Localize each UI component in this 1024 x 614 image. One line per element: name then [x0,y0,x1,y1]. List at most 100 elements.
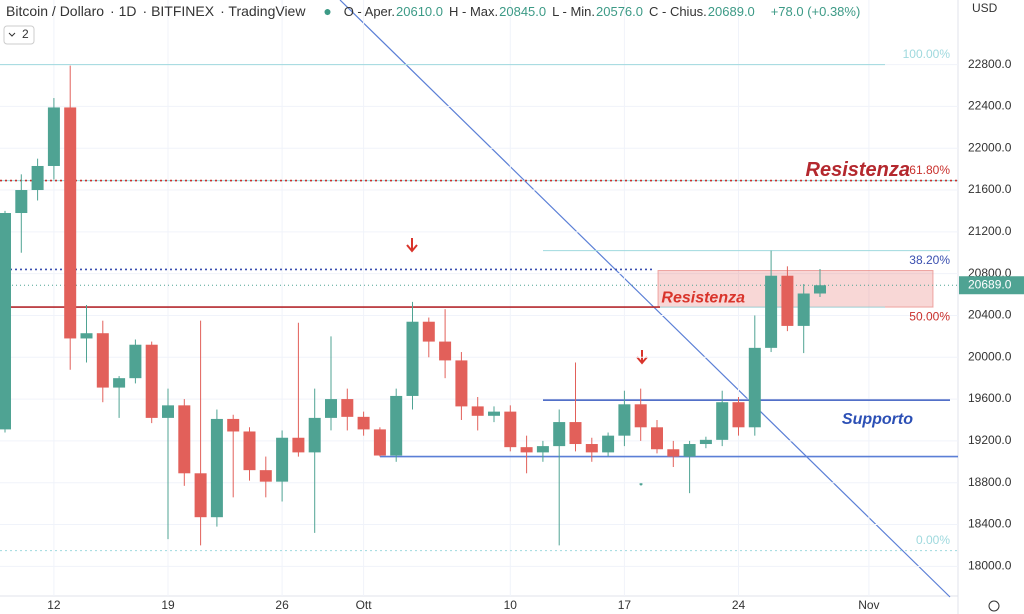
y-tick-label: 18800.0 [968,475,1012,489]
candle-body [194,473,207,518]
candle-body [276,437,289,482]
candle-body [80,333,93,339]
candle-body [439,341,452,361]
candle-body [227,418,240,432]
candle-body [31,165,44,191]
change: +78.0 (+0.38%) [770,4,861,19]
candle-body [373,429,386,456]
candle-body [325,399,337,418]
candle-body [308,417,321,453]
trend-line [339,0,951,598]
candle-body [602,435,615,453]
y-tick-label: 18000.0 [968,558,1012,572]
candle-body [357,416,370,430]
source: TradingView [228,3,306,19]
y-tick-label: 21200.0 [968,224,1012,238]
candle-body [618,404,631,436]
candle-body [765,275,778,348]
candle-body [422,321,435,342]
ohlc-value: 20689.0 [707,4,755,19]
fib-label: 100.00% [903,47,951,61]
ohlc-key: L - Min. [552,4,595,19]
candle-body [178,405,191,474]
arrow [636,350,648,365]
y-tick-label: 22000.0 [968,140,1012,154]
candle-body [651,427,663,450]
ohlc-key: H - Max. [449,4,499,19]
status-dot: ● [323,3,332,19]
y-tick-label: 20000.0 [968,349,1012,363]
candle-body [145,344,158,418]
ohlc-value: 20576.0 [596,4,643,19]
candle-body [569,422,582,445]
candle-body [259,470,272,482]
price-tag [959,276,1024,295]
candle-body [667,449,680,457]
badge: 2 [22,27,29,41]
candle-body [113,378,126,388]
candle-body [488,411,500,416]
candle-body [634,404,647,428]
y-tick-label: 18400.0 [968,517,1012,531]
chevron [8,32,16,37]
candle-body [243,431,256,471]
candle-body [129,344,142,379]
price-tag-label: 20689.0 [968,277,1012,291]
candle-body [716,402,729,440]
x-tick-label: 10 [504,598,518,612]
currency: USD [972,1,998,15]
price-axis [958,0,1024,614]
ohlc-key: C - Chius. [649,4,707,19]
exchange: BITFINEX [151,3,215,19]
candle-body [64,107,77,339]
candle-body [504,411,517,448]
candle-body [781,275,794,326]
candle-body [536,446,549,453]
interval: 1D [118,3,137,19]
y-tick-label: 21600.0 [968,182,1012,196]
candle-body [15,190,28,214]
candle-body [699,439,712,445]
candle-body [471,406,484,416]
legend-toggle[interactable] [3,25,35,45]
x-tick-label: 17 [618,598,632,612]
x-tick-label: 19 [161,598,175,612]
arrow [406,238,418,253]
x-tick-label: Nov [858,598,879,612]
candle-body [683,444,696,457]
ohlc-key: O - Aper. [343,4,396,19]
candle-body [292,437,305,453]
candle-body [47,107,60,166]
candle-body [341,399,354,417]
symbol: Bitcoin / Dollaro [6,3,105,19]
annotation: Resistenza [806,159,911,181]
candle-body [162,405,174,418]
fib-label: 50.00% [909,309,950,323]
ohlc-value: 20845.0 [499,4,547,19]
fib-label: 38.20% [909,253,950,267]
annotation: Resistenza [661,289,745,306]
candle-body [748,347,761,428]
header: Bitcoin / Dollaro · 1D · BITFINEX · Trading… [6,3,861,19]
settings-icon[interactable] [988,600,1000,612]
ohlc-value: 20610.0 [396,4,444,19]
candle-body [732,402,745,428]
candle-body [553,422,566,447]
candle-body [406,321,419,396]
zone [657,270,934,308]
candle-body [0,213,11,430]
y-tick-label: 22400.0 [968,99,1012,113]
x-tick-label: 12 [47,598,61,612]
fib-label: 61.80% [909,163,950,177]
x-tick-label: 26 [275,598,289,612]
ohlc: O - Aper.20610.0 H - Max.20845.0 L - Min.2… [344,4,761,19]
candle-body [210,418,223,518]
candle-body [520,447,533,453]
y-tick-label: 19200.0 [968,433,1012,447]
y-tick-label: 19600.0 [968,391,1012,405]
fib-label: 0.00% [916,533,950,547]
dot [639,482,643,486]
candle-body [585,444,598,453]
x-tick-label: 24 [732,598,746,612]
